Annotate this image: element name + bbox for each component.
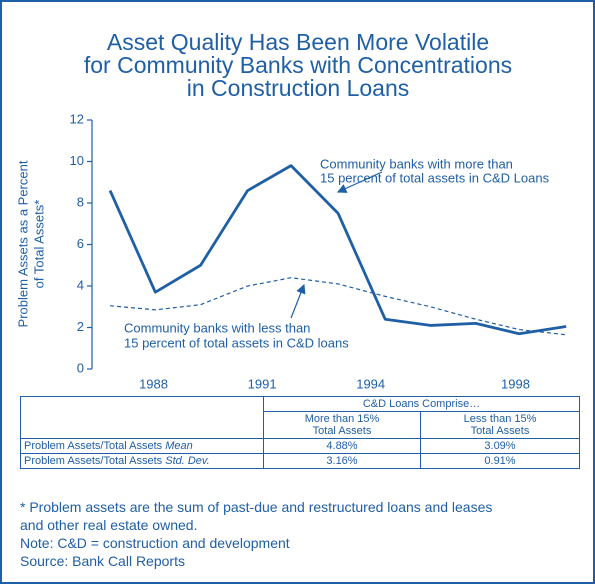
series-line bbox=[110, 277, 567, 336]
cell: 3.16% bbox=[263, 453, 421, 469]
row-label-emphasis: Std. Dev. bbox=[165, 455, 210, 467]
y-axis-label: Problem Assets as a Percent bbox=[15, 160, 30, 327]
chart-title: in Construction Loans bbox=[187, 75, 409, 101]
annotation: Community banks with more than bbox=[320, 156, 513, 171]
y-tick-label: 6 bbox=[77, 236, 84, 251]
x-tick-label: 1991 bbox=[248, 376, 277, 391]
y-axis-label: of Total Assets* bbox=[31, 200, 46, 289]
column-header-line: Total Assets bbox=[312, 425, 372, 437]
column-header: Less than 15% Total Assets bbox=[420, 411, 580, 439]
annotation: 15 percent of total assets in C&D Loans bbox=[320, 170, 550, 185]
annotation-arrow bbox=[336, 171, 383, 193]
row-label: Problem Assets/Total Assets Std. Dev. bbox=[20, 453, 264, 469]
row-label-emphasis: Mean bbox=[165, 440, 193, 452]
footnote: Source: Bank Call Reports bbox=[20, 553, 185, 569]
series-line bbox=[108, 164, 567, 336]
annotation-arrow bbox=[290, 283, 306, 319]
footnote: Note: C&D = construction and development bbox=[20, 535, 290, 551]
cell: 4.88% bbox=[263, 438, 421, 454]
column-header-line: More than 15% bbox=[304, 413, 380, 425]
y-tick-label: 12 bbox=[70, 111, 84, 126]
y-tick-label: 10 bbox=[70, 153, 84, 168]
y-tick-label: 0 bbox=[77, 360, 84, 375]
column-header-line: Total Assets bbox=[470, 425, 530, 437]
group-header: C&D Loans Comprise… bbox=[263, 396, 580, 412]
cell: 3.09% bbox=[420, 438, 580, 454]
chart-title: Asset Quality Has Been More Volatile bbox=[107, 29, 489, 55]
column-header: More than 15% Total Assets bbox=[263, 411, 421, 439]
x-tick-label: 1998 bbox=[501, 376, 530, 391]
row-label-text: Problem Assets/Total Assets bbox=[24, 455, 163, 467]
chart-title: for Community Banks with Concentrations bbox=[84, 52, 512, 78]
annotation: Community banks with less than bbox=[124, 320, 310, 335]
row-label-text: Problem Assets/Total Assets bbox=[24, 440, 163, 452]
footnote: and other real estate owned. bbox=[20, 517, 198, 533]
column-header-line: Less than 15% bbox=[463, 413, 537, 425]
x-tick-label: 1988 bbox=[139, 376, 168, 391]
footnotes: * Problem assets are the sum of past-due… bbox=[20, 498, 492, 570]
y-tick-label: 2 bbox=[77, 319, 84, 334]
footnote: * Problem assets are the sum of past-due… bbox=[20, 499, 493, 515]
cell: 0.91% bbox=[420, 453, 580, 469]
row-label: Problem Assets/Total Assets Mean bbox=[20, 438, 264, 454]
chart: Asset Quality Has Been More Volatile for… bbox=[15, 29, 567, 391]
y-tick-label: 4 bbox=[77, 277, 84, 292]
empty-cell bbox=[20, 396, 264, 439]
y-tick-label: 8 bbox=[77, 194, 84, 209]
x-tick-label: 1994 bbox=[356, 376, 385, 391]
summary-table: C&D Loans Comprise… More than 15% Total A… bbox=[20, 396, 580, 469]
annotation: 15 percent of total assets in C&D loans bbox=[124, 335, 349, 350]
